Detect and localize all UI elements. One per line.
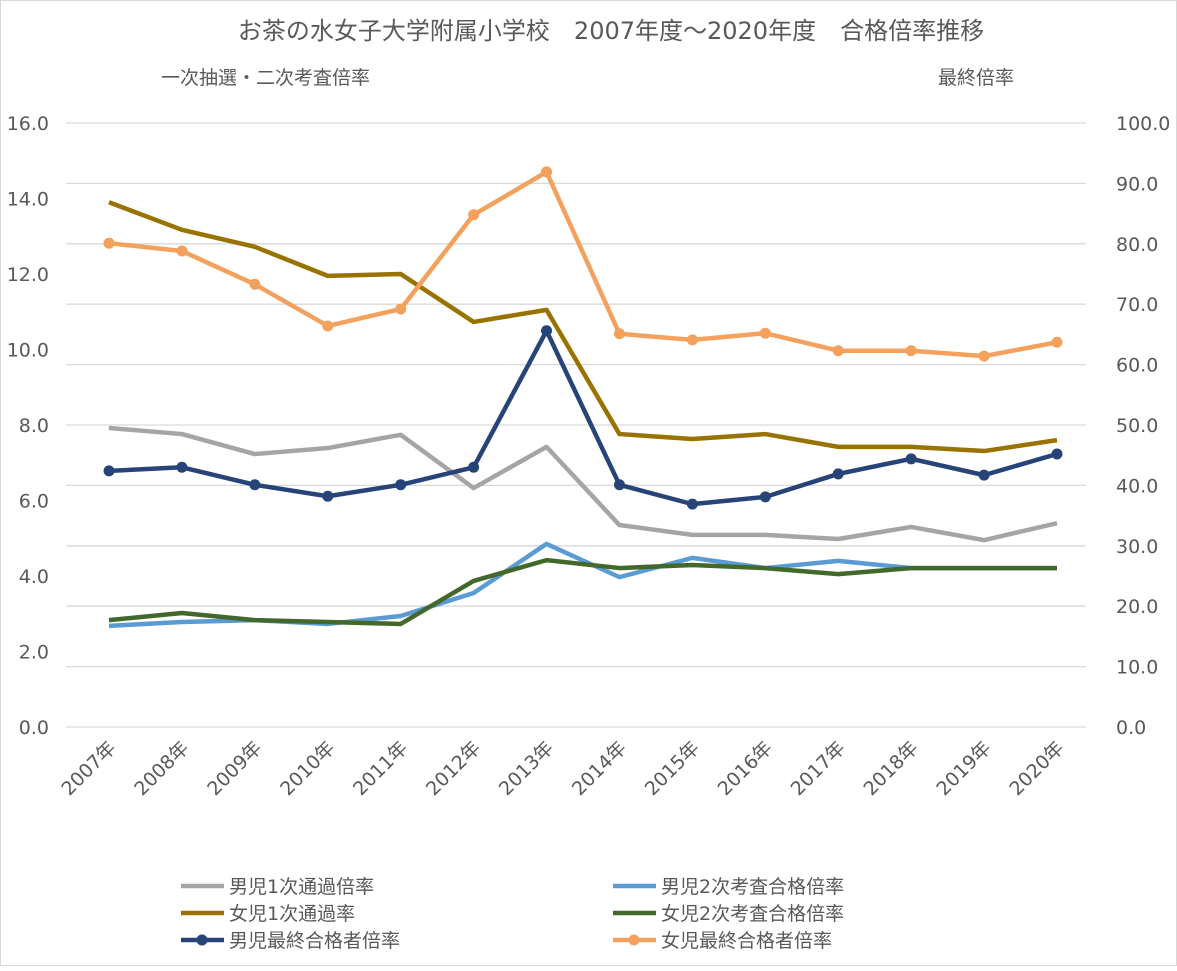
left-axis-label: 一次抽選・二次考査倍率 [161, 67, 370, 89]
x-tick-label: 2010年 [276, 737, 339, 800]
chart-title: お茶の水女子大学附属小学校 2007年度～2020年度 合格倍率推移 [238, 17, 984, 45]
data-point [468, 209, 480, 221]
data-point [978, 350, 990, 362]
data-point [468, 461, 480, 473]
data-point [686, 498, 698, 510]
series-line-6 [108, 169, 1058, 359]
x-tick-label: 2020年 [1005, 737, 1068, 800]
data-point [395, 303, 407, 315]
left-tick-label: 0.0 [19, 717, 49, 739]
left-tick-label: 4.0 [19, 566, 49, 588]
x-tick-label: 2017年 [787, 737, 850, 800]
left-tick-label: 10.0 [7, 340, 49, 362]
data-point [978, 469, 990, 481]
legend-marker [628, 934, 640, 946]
x-tick-label: 2008年 [130, 737, 193, 800]
right-tick-label: 20.0 [1116, 596, 1158, 618]
legend-label: 女児1次通過率 [229, 903, 355, 925]
data-point [759, 491, 771, 503]
x-tick-label: 2015年 [641, 737, 704, 800]
data-point [322, 320, 334, 332]
right-tick-label: 80.0 [1116, 234, 1158, 256]
right-tick-label: 60.0 [1116, 355, 1158, 377]
x-tick-label: 2007年 [57, 737, 120, 800]
series-line-5 [108, 328, 1058, 507]
right-axis-label: 最終倍率 [938, 67, 1014, 89]
series-line-2 [108, 541, 1057, 629]
x-tick-label: 2014年 [568, 737, 631, 800]
legend-label: 女児2次考査合格倍率 [661, 903, 844, 925]
x-tick-label: 2009年 [203, 737, 266, 800]
data-point [686, 334, 698, 346]
left-tick-label: 6.0 [19, 491, 49, 513]
right-tick-label: 70.0 [1116, 294, 1158, 316]
right-tick-label: 0.0 [1116, 717, 1146, 739]
data-point [1051, 336, 1063, 348]
series-line-3 [108, 200, 1058, 454]
data-point [541, 325, 553, 337]
x-tick-label: 2018年 [860, 737, 923, 800]
right-tick-label: 30.0 [1116, 536, 1158, 558]
x-tick-label: 2011年 [349, 737, 412, 800]
right-tick-label: 50.0 [1116, 415, 1158, 437]
right-tick-label: 40.0 [1116, 475, 1158, 497]
data-point [832, 345, 844, 357]
data-point [613, 328, 625, 340]
series-line-1 [108, 425, 1058, 543]
left-tick-label: 2.0 [19, 642, 49, 664]
legend-marker [196, 934, 208, 946]
x-tick-label: 2012年 [422, 737, 485, 800]
data-point [103, 237, 115, 249]
x-tick-label: 2016年 [714, 737, 777, 800]
data-point [249, 479, 261, 491]
data-point [905, 345, 917, 357]
right-tick-label: 90.0 [1116, 173, 1158, 195]
data-point [541, 166, 553, 178]
left-tick-label: 12.0 [7, 264, 49, 286]
legend-label: 男児2次考査合格倍率 [661, 876, 844, 898]
x-tick-label: 2013年 [495, 737, 558, 800]
right-tick-label: 10.0 [1116, 657, 1158, 679]
data-point [249, 278, 261, 290]
legend-label: 男児1次通過倍率 [229, 876, 374, 898]
data-point [103, 465, 115, 477]
data-point [832, 468, 844, 480]
data-point [395, 479, 407, 491]
legend-label: 女児最終合格者倍率 [661, 930, 832, 952]
right-tick-label: 100.0 [1116, 113, 1170, 135]
data-point [613, 479, 625, 491]
data-point [322, 490, 334, 502]
legend-label: 男児最終合格者倍率 [229, 930, 400, 952]
left-tick-label: 14.0 [7, 189, 49, 211]
data-point [759, 327, 771, 339]
left-tick-label: 8.0 [19, 415, 49, 437]
data-point [176, 245, 188, 257]
x-tick-label: 2019年 [932, 737, 995, 800]
left-tick-label: 16.0 [7, 113, 49, 135]
series-line-4 [108, 557, 1057, 627]
data-point [176, 461, 188, 473]
data-point [1051, 448, 1063, 460]
data-point [905, 453, 917, 465]
